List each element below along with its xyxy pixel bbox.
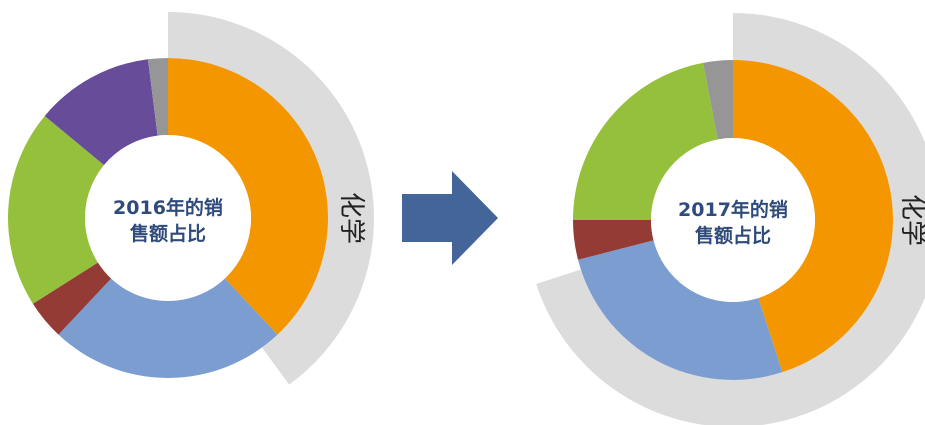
donut-slice-4 — [44, 59, 158, 166]
donut-center — [85, 135, 251, 301]
center-label-line-0: 2017年的销 — [678, 198, 788, 221]
outer-ring-label: 化学 — [336, 192, 366, 244]
donut-slice-0 — [168, 58, 328, 335]
donut-slice-4 — [703, 60, 733, 140]
donut-slice-1 — [578, 240, 783, 380]
center-label-line-0: 2016年的销 — [113, 196, 223, 219]
right-arrow-icon — [402, 171, 498, 265]
outer-ring-label: 化学 — [897, 194, 925, 246]
donut-slice-1 — [58, 278, 278, 379]
donut-slice-3 — [573, 62, 718, 220]
donut-slice-5 — [147, 58, 168, 136]
center-label-line-1: 售额占比 — [694, 224, 771, 247]
center-label-line-1: 售额占比 — [129, 222, 206, 245]
donut-slice-2 — [573, 220, 654, 260]
outer-ring-segment — [168, 12, 374, 385]
donut-center — [651, 138, 815, 302]
donut-slice-0 — [733, 60, 894, 373]
donut-slice-2 — [32, 262, 112, 335]
donut-slice-3 — [7, 116, 105, 304]
